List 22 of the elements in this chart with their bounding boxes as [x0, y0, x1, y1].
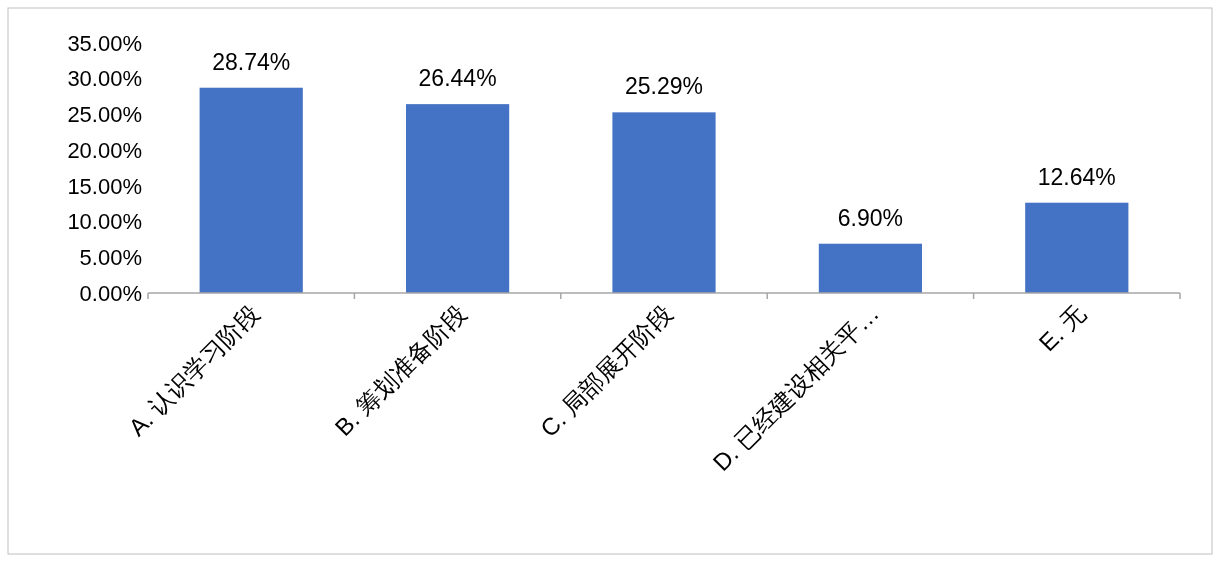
y-tick-label: 0.00%	[79, 280, 142, 306]
bar	[1025, 202, 1129, 293]
x-tick-label: E. 无	[1033, 299, 1091, 357]
bar	[406, 104, 510, 293]
data-label: 25.29%	[624, 73, 704, 100]
y-tick-label: 20.00%	[67, 137, 142, 163]
y-tick-label: 5.00%	[79, 244, 142, 270]
x-tick-label: D. 已经建设相关平…	[707, 299, 884, 476]
y-tick-label: 25.00%	[67, 102, 142, 128]
bar	[818, 243, 922, 293]
bar	[612, 112, 716, 293]
x-tick-label: C. 局部展开阶段	[534, 299, 678, 443]
data-label: 28.74%	[212, 48, 291, 75]
y-tick-label: 35.00%	[67, 30, 142, 56]
bar	[199, 87, 303, 293]
data-label: 6.90%	[837, 204, 904, 231]
y-tick-label: 30.00%	[67, 66, 142, 92]
x-tick-label: B. 筹划准备阶段	[329, 299, 472, 442]
y-tick-label: 10.00%	[67, 209, 142, 235]
y-tick-label: 15.00%	[67, 173, 142, 199]
data-label: 26.44%	[418, 65, 497, 92]
data-label: 12.64%	[1037, 163, 1116, 190]
